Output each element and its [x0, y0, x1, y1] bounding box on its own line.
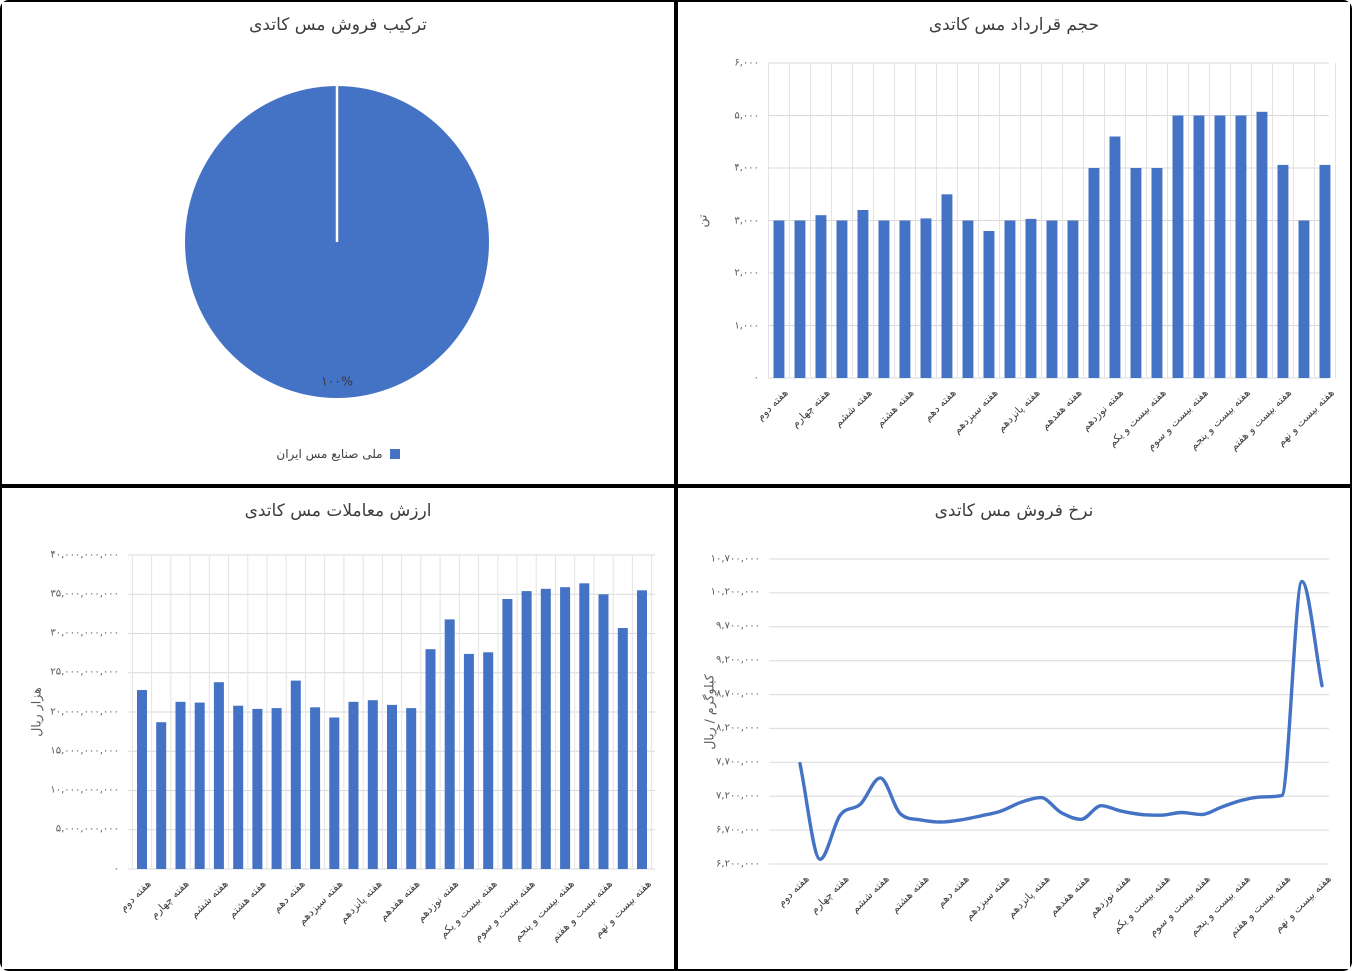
y-axis-tick-label: ۹,۲۰۰,۰۰۰	[716, 654, 760, 666]
sale-rate-chart-title: نرخ فروش مس کاتدی	[934, 500, 1094, 521]
pie-legend: ملی صنایع مس ایران	[2, 447, 674, 461]
y-axis-tick-label: ۲۰,۰۰۰,۰۰۰,۰۰۰	[50, 706, 119, 717]
y-axis-tick-label: ۷,۷۰۰,۰۰۰	[716, 756, 760, 768]
trade-value-plot	[128, 554, 655, 869]
sale-rate-line-chart-panel: نرخ فروش مس کاتدی کیلوگرم / ریال ۱۰,۷۰۰,…	[678, 487, 1350, 969]
contract-volume-plot	[768, 62, 1336, 379]
contract-volume-chart-title: حجم قرارداد مس کاتدی	[928, 15, 1100, 35]
y-axis-tick-label: ۸,۷۰۰,۰۰۰	[716, 688, 760, 700]
legend-swatch-icon	[389, 449, 400, 459]
y-axis-tick-label: ۰	[113, 863, 119, 874]
y-axis-tick-label: ۱۵,۰۰۰,۰۰۰,۰۰۰	[50, 745, 119, 757]
trade-value-bar-chart-panel: ارزش معاملات مس کاتدی هزار ریال ۴۰,۰۰۰,۰…	[2, 487, 674, 969]
y-axis-tick-label: ۳۵,۰۰۰,۰۰۰,۰۰۰	[50, 588, 119, 600]
y-axis-tick-label: ۱,۰۰۰	[734, 320, 759, 331]
y-axis-tick-label: ۶,۷۰۰,۰۰۰	[716, 824, 760, 836]
contract-volume-bar-chart-panel: حجم قرارداد مس کاتدی تن ۶,۰۰۰ ۵,۰۰۰ ۴,۰۰۰ ۳…	[678, 2, 1350, 484]
y-axis-tick-label: ۷,۲۰۰,۰۰۰	[716, 790, 760, 802]
y-axis-tick-label: ۹,۷۰۰,۰۰۰	[716, 620, 760, 632]
y-axis-tick-label: ۶,۰۰۰	[734, 57, 759, 69]
contract-volume-y-axis-title: تن	[694, 214, 710, 228]
pie-chart-panel: ترکیب فروش مس کاتدی ۱۰۰% ملی صنایع مس ای…	[2, 2, 674, 484]
sale-rate-y-axis-title: کیلوگرم / ریال	[701, 673, 717, 750]
y-axis-tick-label: ۵,۰۰۰	[734, 110, 759, 121]
pie-plot	[185, 86, 489, 398]
y-axis-tick-label: ۳۰,۰۰۰,۰۰۰,۰۰۰	[50, 627, 119, 639]
y-axis-tick-label: ۲,۰۰۰	[734, 267, 759, 279]
y-axis-tick-label: ۳,۰۰۰	[734, 215, 759, 226]
pie-chart-title: ترکیب فروش مس کاتدی	[249, 15, 427, 35]
y-axis-tick-label: ۶,۲۰۰,۰۰۰	[716, 858, 760, 869]
y-axis-tick-label: ۲۵,۰۰۰,۰۰۰,۰۰۰	[50, 666, 119, 678]
trade-value-chart-title: ارزش معاملات مس کاتدی	[244, 500, 432, 521]
y-axis-tick-label: ۵,۰۰۰,۰۰۰,۰۰۰	[55, 823, 119, 835]
legend-label: ملی صنایع مس ایران	[276, 447, 383, 461]
y-axis-tick-label: ۰	[753, 372, 759, 384]
pie-percentage-label: ۱۰۰%	[320, 373, 354, 389]
trade-value-y-axis-title: هزار ریال	[28, 686, 44, 737]
y-axis-tick-label: ۱۰,۰۰۰,۰۰۰,۰۰۰	[50, 784, 119, 796]
y-axis-tick-label: ۱۰,۷۰۰,۰۰۰	[710, 553, 760, 564]
sale-rate-plot	[769, 558, 1329, 864]
y-axis-tick-label: ۸,۲۰۰,۰۰۰	[716, 722, 760, 734]
y-axis-tick-label: ۴,۰۰۰	[734, 162, 759, 174]
y-axis-tick-label: ۱۰,۲۰۰,۰۰۰	[710, 586, 760, 598]
y-axis-tick-label: ۴۰,۰۰۰,۰۰۰,۰۰۰	[50, 549, 119, 560]
